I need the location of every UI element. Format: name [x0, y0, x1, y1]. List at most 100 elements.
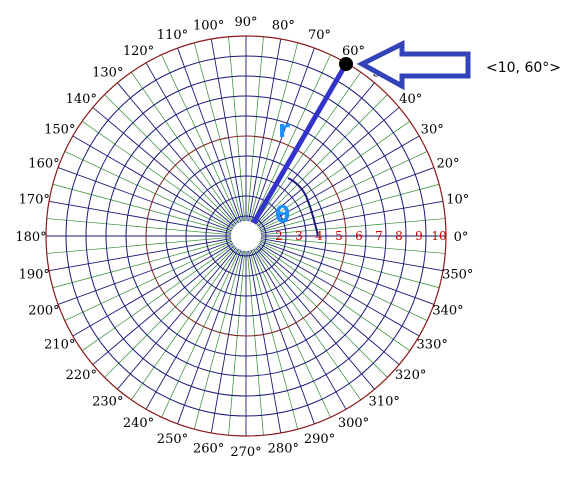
spoke-line — [260, 238, 444, 272]
minor-spoke-line — [130, 71, 238, 224]
angle-label: 310° — [369, 395, 400, 410]
angle-label: 250° — [157, 432, 188, 447]
grid-ring — [205, 195, 287, 277]
spoke-line — [57, 167, 233, 232]
angle-label: 30° — [421, 123, 444, 138]
radius-vector — [243, 61, 349, 239]
spoke-line — [258, 243, 420, 337]
angle-label: 140° — [66, 92, 97, 107]
angle-label: 230° — [92, 395, 123, 410]
angle-label: 330° — [417, 338, 448, 353]
spoke-line — [145, 62, 239, 224]
radius-label: 2 — [275, 229, 283, 243]
spoke-line — [250, 249, 315, 425]
angle-label: 220° — [66, 368, 97, 383]
minor-spoke-line — [258, 244, 411, 352]
minor-spoke-line — [64, 151, 233, 230]
minor-spoke-line — [260, 239, 440, 289]
angle-label: 240° — [123, 416, 154, 431]
spoke-line — [257, 107, 400, 227]
minor-spoke-line — [161, 249, 240, 418]
minor-spoke-line — [104, 94, 236, 226]
point-marker — [339, 57, 353, 71]
minor-spoke-line — [228, 36, 246, 222]
angle-label: 290° — [304, 432, 335, 447]
spoke-line — [250, 47, 315, 223]
angle-label: 10° — [446, 193, 469, 208]
minor-spoke-line — [252, 249, 331, 418]
radius-label: 4 — [315, 229, 323, 243]
angle-label: 210° — [44, 338, 75, 353]
minor-spoke-line — [254, 248, 362, 401]
angle-label: 160° — [28, 156, 59, 171]
spoke-line — [177, 249, 242, 425]
radius-labels: 12345678910 — [255, 229, 446, 243]
angle-label: 150° — [44, 123, 75, 138]
angle-label: 40° — [399, 92, 422, 107]
spoke-line — [253, 248, 347, 410]
minor-spoke-line — [46, 218, 232, 236]
minor-spoke-line — [81, 244, 234, 352]
spoke-line — [57, 240, 233, 305]
spoke-line — [258, 135, 420, 229]
angle-label: 60° — [342, 44, 365, 59]
angle-label: 170° — [19, 193, 50, 208]
minor-spoke-line — [260, 218, 446, 236]
angle-label: 130° — [92, 65, 123, 80]
minor-spoke-line — [249, 250, 299, 430]
spoke-line — [248, 38, 282, 222]
minor-spoke-line — [46, 236, 232, 254]
spoke-line — [248, 250, 282, 434]
angle-label: 70° — [308, 28, 331, 43]
radius-label: 6 — [355, 229, 363, 243]
angle-label: 80° — [272, 18, 295, 33]
spoke-line — [48, 200, 232, 234]
spoke-line — [259, 167, 435, 232]
angle-label: 110° — [157, 28, 188, 43]
radius-label: 3 — [295, 229, 303, 243]
angle-label: 20° — [437, 156, 460, 171]
radius-label: 5 — [335, 229, 343, 243]
angle-label: 120° — [123, 44, 154, 59]
angle-label: 300° — [338, 416, 369, 431]
angle-label: 180° — [15, 230, 46, 245]
spoke-line — [257, 245, 400, 365]
spoke-line — [72, 135, 234, 229]
minor-spoke-line — [193, 250, 243, 430]
minor-spoke-line — [259, 151, 428, 230]
minor-spoke-line — [161, 54, 240, 223]
theta-arc — [287, 177, 319, 237]
spoke-line — [72, 243, 234, 337]
spoke-line — [117, 247, 237, 390]
grid-ring — [145, 135, 347, 337]
angle-label: 280° — [268, 442, 299, 457]
angle-label: 200° — [28, 304, 59, 319]
spoke-line — [260, 200, 444, 234]
minor-spoke-line — [256, 94, 388, 226]
r-marker: r — [278, 115, 290, 143]
angle-label: 350° — [442, 267, 473, 282]
minor-spoke-line — [193, 42, 243, 222]
minor-spoke-line — [246, 250, 264, 436]
spoke-line — [145, 248, 239, 410]
minor-spoke-line — [260, 236, 446, 254]
spoke-line — [210, 38, 244, 222]
minor-spoke-line — [52, 183, 232, 233]
left-pointing-arrow-icon — [356, 39, 471, 91]
radius-label: 9 — [415, 229, 423, 243]
angle-label: 270° — [230, 445, 261, 460]
minor-spoke-line — [64, 242, 233, 321]
minor-spoke-line — [260, 183, 440, 233]
angle-label: 190° — [19, 267, 50, 282]
angle-label: 260° — [193, 442, 224, 457]
angle-label: 0° — [454, 230, 469, 245]
grid-ring — [45, 35, 447, 437]
theta-marker: θ — [275, 203, 290, 228]
radius-label: 8 — [395, 229, 403, 243]
minor-spoke-line — [258, 120, 411, 228]
grid-ring — [125, 115, 367, 357]
spoke-line — [117, 82, 237, 225]
radius-label: 7 — [375, 229, 383, 243]
minor-spoke-line — [254, 71, 362, 224]
spoke-line — [48, 238, 232, 272]
